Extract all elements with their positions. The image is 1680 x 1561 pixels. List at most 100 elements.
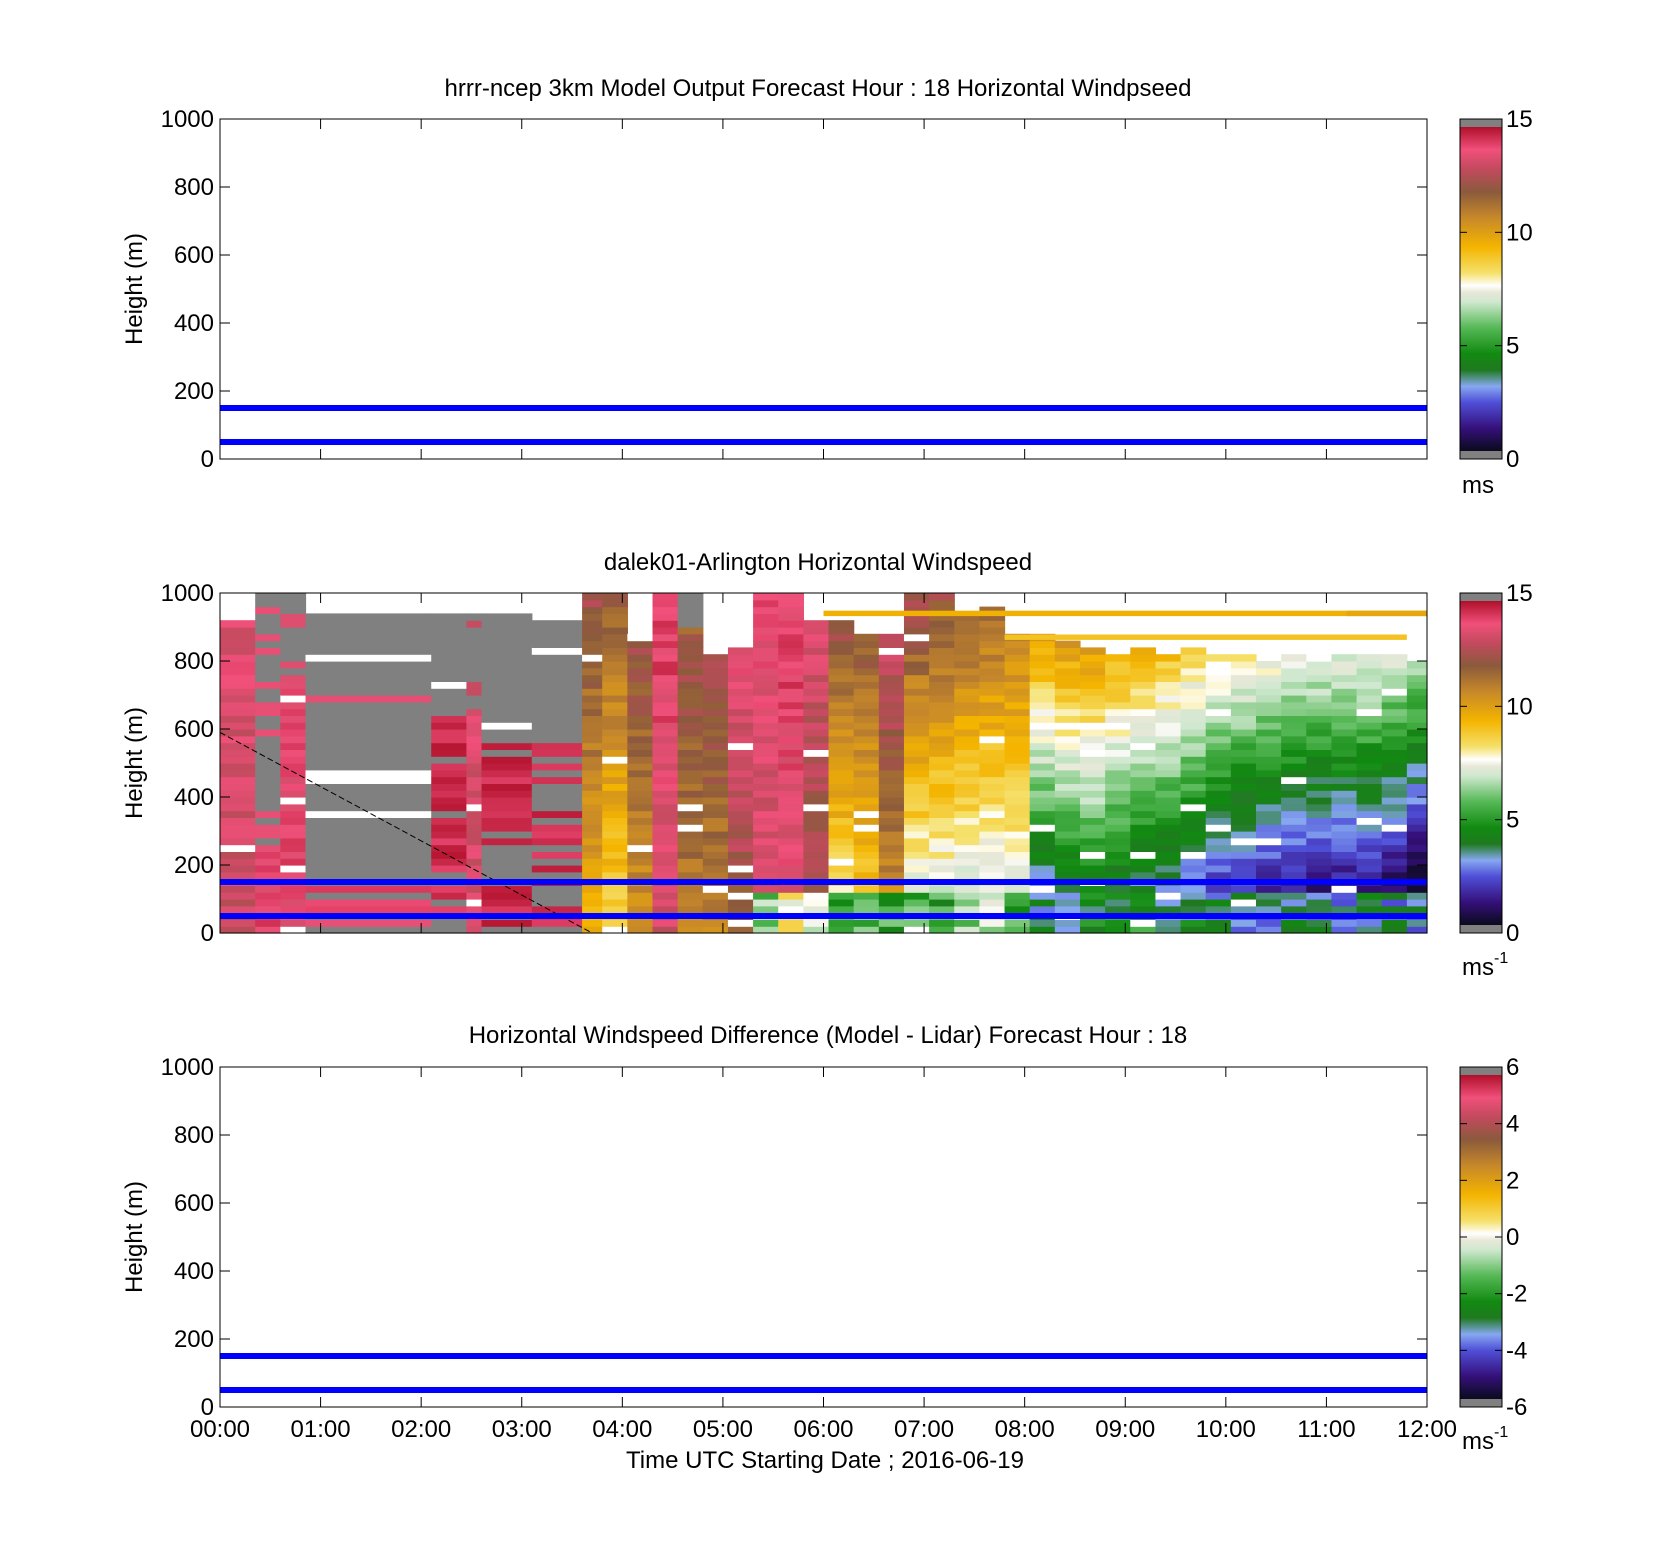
heatmap-cell: [466, 763, 483, 771]
heatmap-cell: [1180, 844, 1207, 852]
heatmap-cell: [753, 926, 779, 934]
heatmap-cell: [1256, 688, 1282, 696]
heatmap-cell: [280, 613, 307, 621]
heatmap-cell: [602, 790, 628, 798]
heatmap-cell: [853, 844, 880, 852]
heatmap-cell: [582, 633, 603, 642]
heatmap-cell: [929, 593, 955, 601]
heatmap-cell: [431, 729, 468, 737]
heatmap-cell: [431, 905, 468, 914]
heatmap-cell: [1004, 756, 1031, 764]
heatmap-cell: [803, 803, 830, 812]
heatmap-cell: [1054, 837, 1081, 846]
heatmap-cell: [1356, 763, 1383, 771]
heatmap-cell: [1004, 701, 1031, 710]
heatmap-cell: [929, 831, 955, 839]
difference-reference-lines: [220, 1353, 1427, 1393]
heatmap-cell: [652, 810, 679, 818]
heatmap-cell: [602, 667, 628, 676]
heatmap-cell: [1029, 790, 1056, 798]
heatmap-cell: [1155, 674, 1182, 682]
heatmap-cell: [280, 633, 307, 642]
heatmap-cell: [1356, 803, 1383, 812]
heatmap-cell: [1079, 926, 1106, 934]
heatmap-cell: [778, 797, 804, 805]
heatmap-cell: [979, 729, 1006, 737]
heatmap-cell: [1406, 926, 1428, 934]
heatmap-cell: [652, 803, 679, 812]
heatmap-cell: [954, 776, 981, 784]
heatmap-cell: [220, 667, 256, 676]
heatmap-cell: [979, 695, 1006, 703]
heatmap-cell: [466, 790, 483, 798]
heatmap-cell: [929, 871, 955, 880]
heatmap-cell: [727, 919, 754, 927]
heatmap-cell: [677, 851, 704, 859]
heatmap-cell: [1105, 708, 1131, 716]
heatmap-cell: [481, 885, 533, 893]
heatmap-cell: [1381, 701, 1408, 710]
heatmap-cell: [803, 640, 830, 648]
heatmap-cell: [1281, 742, 1307, 750]
heatmap-cell: [778, 620, 804, 628]
heatmap-cell: [627, 817, 654, 825]
heatmap-cell: [828, 831, 855, 839]
heatmap-cell: [602, 647, 628, 655]
x-tick-label: 10:00: [1196, 1416, 1256, 1443]
x-tick-label: 07:00: [894, 1416, 954, 1443]
heatmap-cell: [979, 776, 1006, 784]
heatmap-cell: [929, 729, 955, 737]
heatmap-cell: [1180, 701, 1207, 710]
heatmap-cell: [582, 763, 603, 771]
heatmap-cell: [1230, 783, 1257, 791]
heatmap-cell: [531, 701, 583, 710]
heatmap-cell: [727, 824, 754, 832]
heatmap-cell: [878, 905, 905, 914]
heatmap-cell: [1079, 735, 1106, 744]
heatmap-cell: [1029, 695, 1056, 703]
heatmap-cell: [803, 667, 830, 676]
colorbar-tick-label: 15: [1506, 106, 1533, 133]
heatmap-cell: [466, 722, 483, 730]
heatmap-cell: [481, 810, 533, 818]
heatmap-cell: [466, 824, 483, 832]
heatmap-cell: [627, 633, 654, 642]
heatmap-cell: [220, 769, 256, 778]
heatmap-cell: [531, 844, 583, 852]
colorbar-gradient: [1460, 601, 1502, 925]
heatmap-cell: [878, 803, 905, 812]
heatmap-cell: [1256, 892, 1282, 900]
heatmap-cell: [305, 661, 432, 669]
heatmap-cell: [305, 817, 432, 825]
lidar-title: dalek01-Arlington Horizontal Windspeed: [604, 549, 1032, 576]
heatmap-cell: [1155, 858, 1182, 866]
heatmap-cell: [1004, 851, 1031, 859]
heatmap-cell: [305, 926, 432, 934]
heatmap-cell: [1180, 797, 1207, 805]
heatmap-cell: [954, 715, 981, 723]
heatmap-cell: [602, 831, 628, 839]
heatmap-cell: [1406, 701, 1428, 710]
heatmap-cell: [1406, 735, 1428, 744]
heatmap-cell: [1281, 763, 1307, 771]
heatmap-cell: [903, 776, 930, 784]
heatmap-cell: [1105, 749, 1131, 757]
heatmap-cell: [220, 844, 256, 852]
heatmap-cell: [828, 837, 855, 846]
heatmap-cell: [778, 593, 804, 601]
heatmap-cell: [1130, 715, 1157, 723]
heatmap-cell: [828, 797, 855, 805]
heatmap-cell: [753, 776, 779, 784]
heatmap-cell: [979, 831, 1006, 839]
heatmap-cell: [778, 776, 804, 784]
heatmap-cell: [903, 667, 930, 676]
heatmap-cell: [878, 871, 905, 880]
heatmap-cell: [979, 803, 1006, 812]
heatmap-cell: [903, 715, 930, 723]
heatmap-cell: [1004, 837, 1031, 846]
heatmap-cell: [431, 824, 468, 832]
heatmap-cell: [1054, 769, 1081, 778]
heatmap-cell: [481, 640, 533, 648]
heatmap-cell: [828, 871, 855, 880]
heatmap-cell: [582, 722, 603, 730]
